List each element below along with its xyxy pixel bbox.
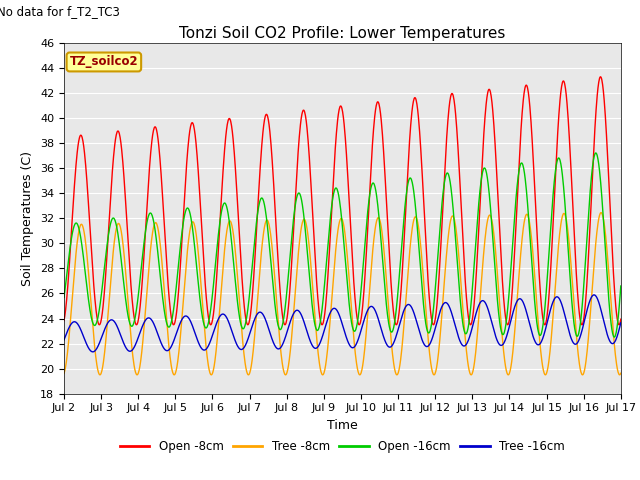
Y-axis label: Soil Temperatures (C): Soil Temperatures (C) xyxy=(22,151,35,286)
Legend: Open -8cm, Tree -8cm, Open -16cm, Tree -16cm: Open -8cm, Tree -8cm, Open -16cm, Tree -… xyxy=(115,435,570,458)
Text: TZ_soilco2: TZ_soilco2 xyxy=(70,56,138,69)
Title: Tonzi Soil CO2 Profile: Lower Temperatures: Tonzi Soil CO2 Profile: Lower Temperatur… xyxy=(179,25,506,41)
X-axis label: Time: Time xyxy=(327,419,358,432)
Text: No data for f_T2_TC3: No data for f_T2_TC3 xyxy=(0,5,120,18)
